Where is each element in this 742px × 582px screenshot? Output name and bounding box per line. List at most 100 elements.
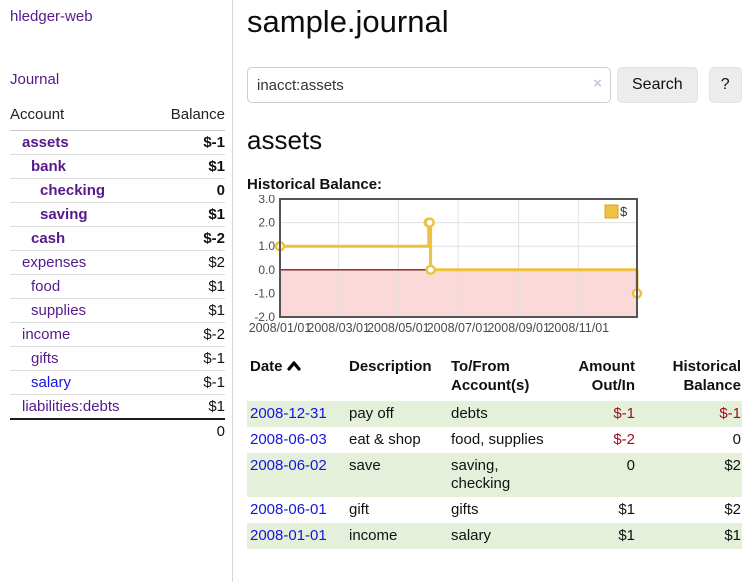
register-date-link[interactable]: 2008-12-31 xyxy=(250,405,327,422)
account-row: salary $-1 xyxy=(10,370,225,395)
search-input[interactable] xyxy=(247,67,611,103)
legend-swatch xyxy=(604,204,619,219)
account-balance-table: Account Balance assets $-1 bank $1 checking 0… xyxy=(10,104,225,443)
register-date-link[interactable]: 2008-06-01 xyxy=(250,501,327,518)
sidebar-item-journal[interactable]: Journal xyxy=(10,71,60,88)
register-description: pay off xyxy=(349,405,394,422)
register-date-link[interactable]: 2008-06-02 xyxy=(250,457,327,474)
account-balance: $-1 xyxy=(203,134,225,151)
help-button[interactable]: ? xyxy=(708,67,742,103)
y-tick-label: 3.0 xyxy=(258,195,275,206)
sidebar-account-gifts[interactable]: gifts xyxy=(31,350,59,367)
main-content: sample.journal × Search ? assets Histori… xyxy=(233,0,742,582)
sidebar-account-checking[interactable]: checking xyxy=(40,182,106,199)
register-date-cell: 2008-06-03 xyxy=(247,427,346,453)
register-accounts: gifts xyxy=(451,501,479,518)
account-balance: $-2 xyxy=(153,322,225,347)
total-row: 0 xyxy=(10,418,225,443)
account-cell: checking xyxy=(10,178,154,203)
sidebar-account-supplies[interactable]: supplies xyxy=(31,302,87,319)
register-date-link[interactable]: 2008-06-03 xyxy=(250,431,327,448)
register-balance: $2 xyxy=(724,457,741,474)
register-amount: $-1 xyxy=(613,405,635,422)
x-tick-label: 2008/09/01 xyxy=(487,321,550,335)
register-description: gift xyxy=(349,501,370,518)
account-cell: food xyxy=(10,274,154,299)
data-point xyxy=(425,264,436,276)
sidebar-account-liabilities-debts[interactable]: liabilities:debts xyxy=(22,398,120,415)
register-description: income xyxy=(349,527,398,544)
sidebar-account-salary[interactable]: salary xyxy=(31,374,72,391)
sidebar: hledger-web Journal Account Balance asse… xyxy=(0,0,233,582)
brand-link[interactable]: hledger-web xyxy=(10,8,93,25)
chart-title: Historical Balance: xyxy=(247,176,383,193)
account-row: checking 0 xyxy=(10,178,225,203)
sidebar-account-cash[interactable]: cash xyxy=(31,230,66,247)
register-accounts: salary xyxy=(451,527,492,544)
y-tick-label: 0.0 xyxy=(258,263,275,277)
clear-search-icon[interactable]: × xyxy=(593,75,602,92)
register-amount: $1 xyxy=(618,501,635,518)
chevron-up-icon xyxy=(286,361,301,371)
search-field-wrap: × xyxy=(247,67,611,103)
account-balance: $1 xyxy=(153,394,225,419)
sidebar-account-expenses[interactable]: expenses xyxy=(22,254,87,271)
account-row: assets $-1 xyxy=(10,131,225,155)
account-balance: $1 xyxy=(153,202,225,227)
y-tick-label: 1.0 xyxy=(258,239,275,253)
table-row: 2008-06-01 gift gifts $1 $2 xyxy=(247,497,742,523)
account-cell: gifts xyxy=(10,346,154,371)
amount-column-header: Amount Out/In xyxy=(578,358,635,394)
account-cell: assets xyxy=(10,131,154,155)
account-row: gifts $-1 xyxy=(10,346,225,371)
register-amount: $-2 xyxy=(613,431,635,448)
sidebar-account-income[interactable]: income xyxy=(22,326,71,343)
historical-balance-chart[interactable]: $3.0 2.0 1.0 0.0 -1.0 -2.0 2008/01/01 2008/03/0… xyxy=(247,192,742,341)
account-balance: $1 xyxy=(153,154,225,179)
account-cell: saving xyxy=(10,202,154,227)
register-accounts: saving, checking xyxy=(451,457,511,492)
date-column-label: Date xyxy=(250,358,283,375)
account-row: bank $1 xyxy=(10,154,225,179)
sidebar-account-bank[interactable]: bank xyxy=(31,158,67,175)
register-accounts: debts xyxy=(451,405,488,422)
account-balance: $2 xyxy=(153,250,225,275)
y-tick-label: -1.0 xyxy=(254,286,275,300)
register-balance: 0 xyxy=(732,431,741,448)
register-description: eat & shop xyxy=(349,431,421,448)
account-row: cash $-2 xyxy=(10,226,225,251)
x-tick-label: 2008/11/01 xyxy=(547,321,609,335)
account-cell: income xyxy=(10,322,154,347)
search-button[interactable]: Search xyxy=(617,67,698,103)
chart-svg[interactable]: $3.0 2.0 1.0 0.0 -1.0 -2.02008/01/012008/03/0… xyxy=(247,192,742,337)
register-amount: $1 xyxy=(618,527,635,544)
register-amount: 0 xyxy=(626,457,635,474)
x-tick-label: 2008/03/01 xyxy=(307,321,370,335)
balance-column-header-register: Historical Balance xyxy=(672,358,741,394)
sidebar-account-food[interactable]: food xyxy=(31,278,61,295)
account-balance: $1 xyxy=(153,274,225,299)
search-form: × Search ? xyxy=(247,67,742,103)
plot-border xyxy=(279,198,638,318)
account-balance: $1 xyxy=(153,298,225,323)
account-row: supplies $1 xyxy=(10,298,225,323)
account-balance: $-2 xyxy=(153,226,225,251)
account-cell: liabilities:debts xyxy=(10,394,154,419)
date-column-header[interactable]: Date xyxy=(247,355,346,401)
account-balance: 0 xyxy=(153,178,225,203)
sidebar-account-assets[interactable]: assets xyxy=(22,134,69,151)
x-tick-label: 2008/01/01 xyxy=(249,321,312,335)
balance-column-header: Balance xyxy=(153,104,225,131)
register-date-cell: 2008-12-31 xyxy=(247,401,346,427)
account-cell: cash xyxy=(10,226,154,251)
register-date-cell: 2008-06-02 xyxy=(247,453,346,497)
register-balance: $2 xyxy=(724,501,741,518)
legend-label: $ xyxy=(620,204,628,219)
total-balance: 0 xyxy=(153,418,225,443)
account-cell: bank xyxy=(10,154,154,179)
register-date-cell: 2008-01-01 xyxy=(247,523,346,549)
register-date-cell: 2008-06-01 xyxy=(247,497,346,523)
sidebar-account-saving[interactable]: saving xyxy=(40,206,88,223)
register-date-link[interactable]: 2008-01-01 xyxy=(250,527,327,544)
